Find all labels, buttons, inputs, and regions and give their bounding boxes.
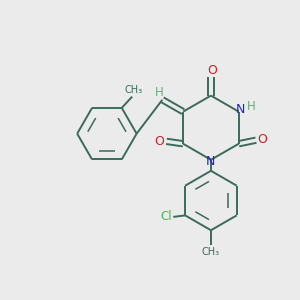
Text: O: O [258, 133, 267, 146]
Text: O: O [154, 135, 164, 148]
Text: N: N [236, 103, 245, 116]
Text: CH₃: CH₃ [202, 247, 220, 257]
Text: CH₃: CH₃ [124, 85, 142, 95]
Text: H: H [247, 100, 256, 112]
Text: Cl: Cl [160, 210, 172, 224]
Text: O: O [208, 64, 218, 77]
Text: N: N [206, 155, 216, 168]
Text: H: H [154, 86, 163, 99]
